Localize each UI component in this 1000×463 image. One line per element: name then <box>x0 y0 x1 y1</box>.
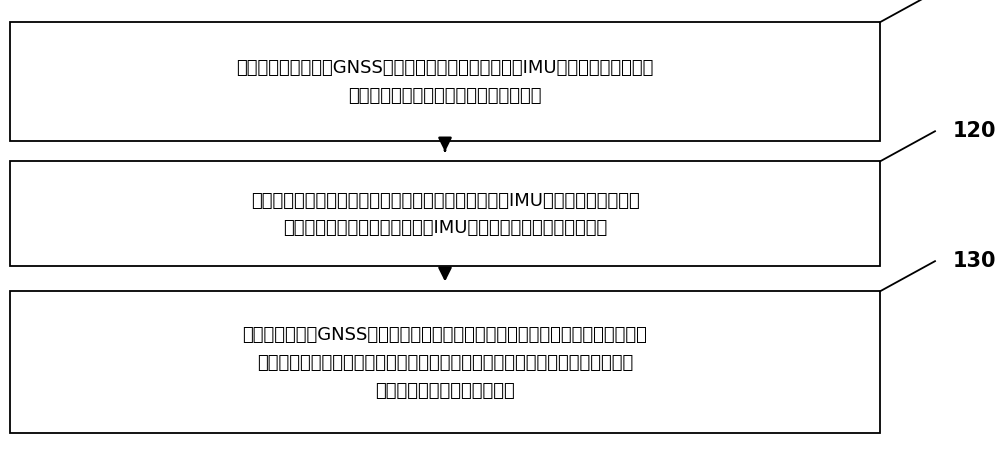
Bar <box>10 23 880 141</box>
Text: 120: 120 <box>953 121 997 141</box>
Text: 110: 110 <box>953 0 997 2</box>
Text: 在全球导航卫星系统GNSS的采样时刻，将惯性测量单元IMU的运动状态信息作为
预设滑动窗口中待优化的关键帧中的数据: 在全球导航卫星系统GNSS的采样时刻，将惯性测量单元IMU的运动状态信息作为 预… <box>236 59 654 105</box>
Bar <box>10 162 880 266</box>
Bar <box>10 292 880 433</box>
Text: 利用关键帧中的数据，以及在相邻关键帧之间所获取的IMU的多帧采样数据的增
量，构建相邻关键帧之间包含有IMU运动状态增量残差的量测方程: 利用关键帧中的数据，以及在相邻关键帧之间所获取的IMU的多帧采样数据的增 量，构… <box>251 191 639 237</box>
Text: 130: 130 <box>953 250 997 271</box>
Text: 基于采样得到的GNSS数据，并根据基于预设滑动窗口的优化算法，以及相邻关键
帧之间的约束关系，对量测方程中待优化的数据进行优化处理，得到满足预设收
敛条件的目标: 基于采样得到的GNSS数据，并根据基于预设滑动窗口的优化算法，以及相邻关键 帧之… <box>243 325 647 399</box>
